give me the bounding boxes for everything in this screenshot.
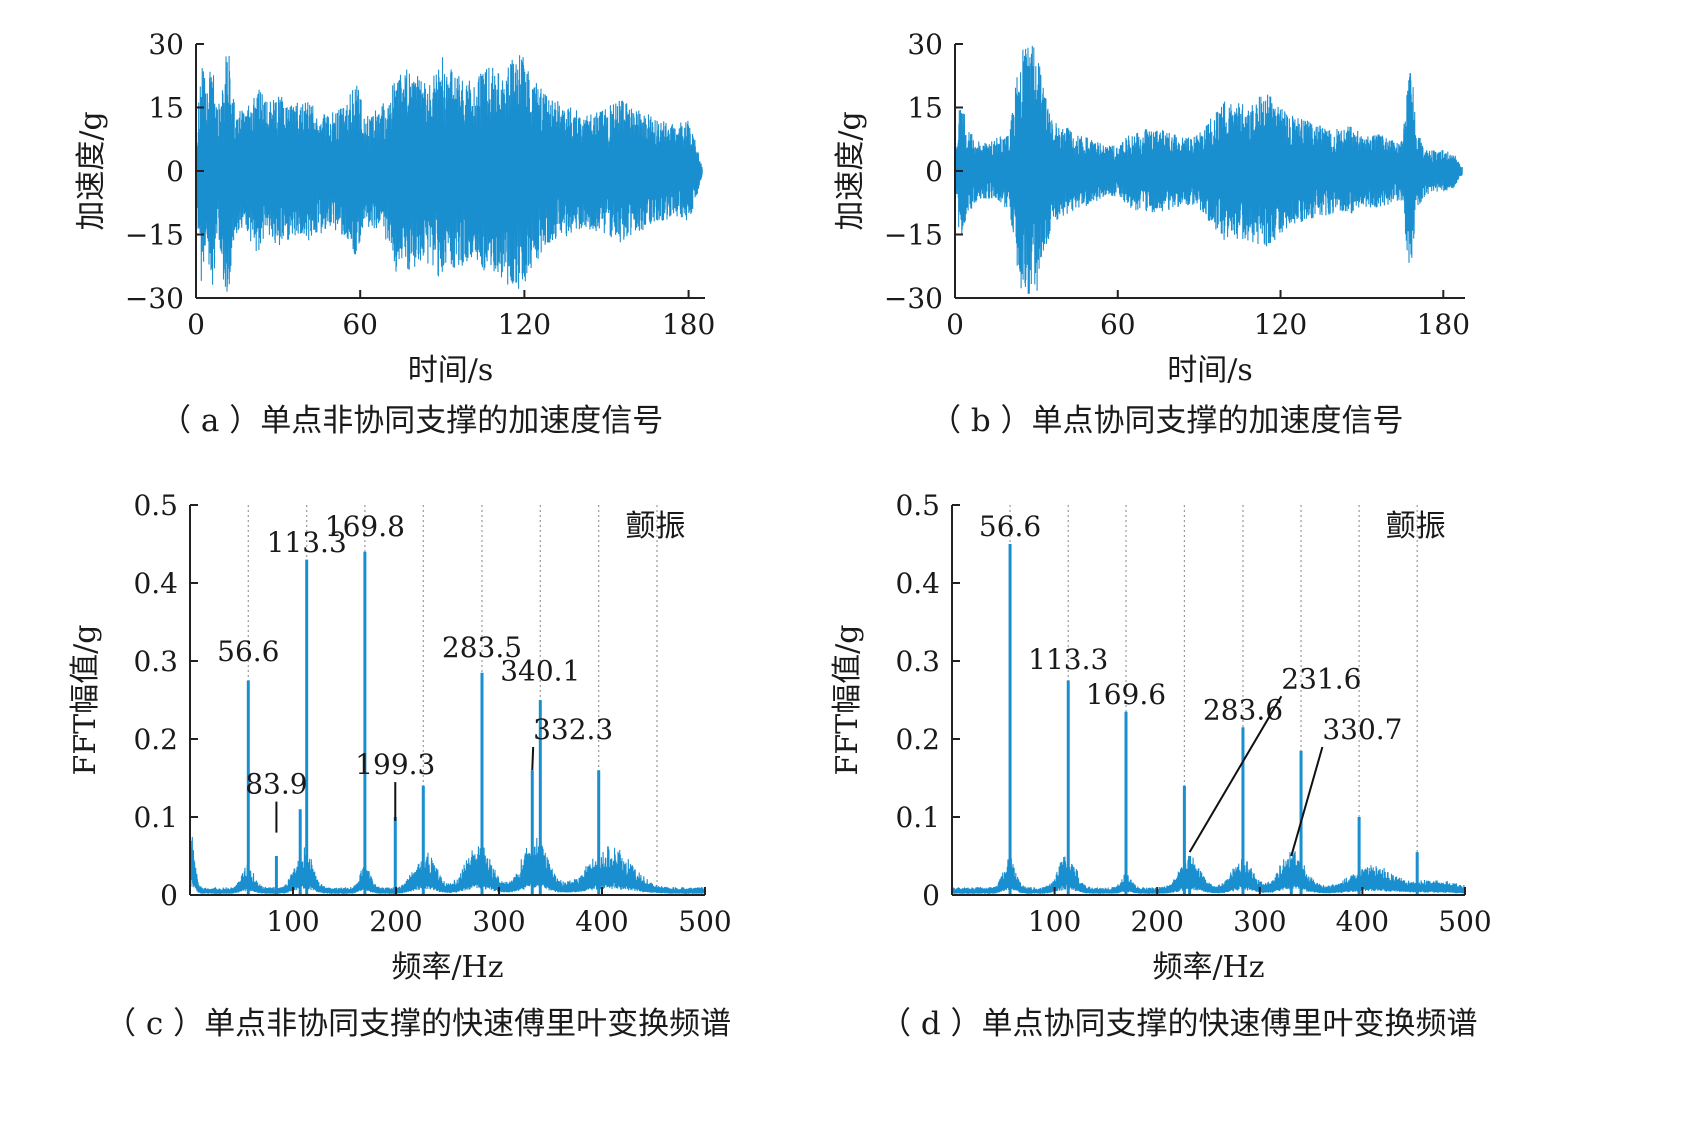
x-tick-label-d-1: 200 [1130,905,1183,938]
y-tick-label-d-0: 0.5 [895,489,940,522]
y-tick-label-a-3: −15 [125,219,184,252]
peak-annotation-c-7: 332.3 [533,713,613,746]
x-tick-label-b-3: 180 [1417,308,1470,341]
chart-panel-d: 100 200 300 400 500 0.5 0.4 0.3 0.2 0.1 0 频率/Hz FFT幅… [780,470,1620,1042]
spectrum-trace-d [951,851,1466,894]
chart-caption-d: （ d ）单点协同支撑的快速傅里叶变换频谱 [880,1006,1478,1042]
x-axis-label-b: 时间/s [1167,353,1253,388]
chart-svg-b: 0 60 120 180 30 15 0 −15 −30 时间/s 加速度/g [833,28,1470,388]
y-tick-label-b-4: −30 [884,282,943,315]
y-axis-label-b: 加速度/g [833,111,868,230]
y-tick-label-a-2: 0 [166,155,184,188]
y-tick-label-a-4: −30 [125,282,184,315]
x-tick-label-d-2: 300 [1233,905,1286,938]
chart-panel-a: 0 60 120 180 30 15 0 −15 −30 时间/s 加速度/g （ a ）单点非协同… [0,0,840,560]
y-tick-label-a-1: 15 [148,92,184,125]
x-tick-label-c-1: 200 [369,905,422,938]
x-axis-label-d: 频率/Hz [1152,950,1264,985]
chart-svg-a: 0 60 120 180 30 15 0 −15 −30 时间/s 加速度/g [74,28,715,388]
peak-annotation-d-1: 113.3 [1028,643,1108,676]
y-tick-label-c-5: 0 [160,879,178,912]
x-axis-label-a: 时间/s [408,353,494,388]
inner-label-c: 颤振 [626,509,686,544]
y-tick-label-b-3: −15 [884,219,943,252]
x-tick-label-c-3: 400 [575,905,628,938]
y-tick-label-c-2: 0.3 [133,645,178,678]
chart-caption-b: （ b ）单点协同支撑的加速度信号 [930,403,1404,439]
spectrum-trace-c [189,833,706,894]
y-axis-label-a: 加速度/g [74,111,109,230]
peak-annotation-d-5: 330.7 [1322,713,1402,746]
annotation-leader-d-5 [1290,746,1324,857]
y-tick-label-c-0: 0.5 [133,489,178,522]
chart-caption-c: （ c ）单点非协同支撑的快速傅里叶变换频谱 [105,1006,732,1042]
chart-panel-c: 100 200 300 400 500 0.5 0.4 0.3 0.2 0.1 0 频率/Hz FFT幅… [0,470,840,1042]
x-tick-label-c-0: 100 [266,905,319,938]
annotation-leader-d-4 [1188,695,1283,853]
peak-annotation-c-5: 283.5 [442,631,522,664]
peak-annotation-d-3: 283.6 [1203,694,1283,727]
peak-annotation-c-2: 169.8 [325,510,405,543]
y-tick-label-b-0: 30 [907,28,943,61]
x-tick-label-a-2: 120 [498,308,551,341]
annotation-leader-c-7 [531,746,535,771]
y-tick-label-d-4: 0.1 [895,801,940,834]
y-tick-label-d-1: 0.4 [895,567,940,600]
chart-caption-a: （ a ）单点非协同支撑的加速度信号 [160,403,664,439]
chart-svg-c: 100 200 300 400 500 0.5 0.4 0.3 0.2 0.1 0 频率/Hz FFT幅… [68,489,732,985]
x-tick-label-d-0: 100 [1028,905,1081,938]
y-tick-label-b-2: 0 [925,155,943,188]
peak-annotation-d-2: 169.6 [1086,678,1166,711]
y-tick-label-d-3: 0.2 [895,723,940,756]
x-tick-label-a-1: 60 [342,308,378,341]
x-tick-label-b-0: 0 [946,308,964,341]
peak-annotation-c-6: 340.1 [500,655,580,688]
y-tick-label-d-5: 0 [922,879,940,912]
peak-annotation-c-3: 83.9 [245,768,307,801]
signal-trace-a [195,55,703,292]
y-axis-label-c: FFT幅值/g [68,625,103,776]
y-tick-label-d-2: 0.3 [895,645,940,678]
x-tick-label-d-3: 400 [1336,905,1389,938]
chart-svg-d: 100 200 300 400 500 0.5 0.4 0.3 0.2 0.1 0 频率/Hz FFT幅… [830,489,1492,985]
peak-annotation-c-4: 199.3 [355,748,435,781]
x-tick-label-c-4: 500 [678,905,731,938]
y-tick-label-b-1: 15 [907,92,943,125]
x-tick-label-a-3: 180 [662,308,715,341]
signal-trace-b [954,45,1463,294]
x-axis-label-c: 频率/Hz [391,950,503,985]
y-axis-label-d: FFT幅值/g [830,625,865,776]
peak-annotation-c-0: 56.6 [217,635,279,668]
x-tick-label-b-2: 120 [1254,308,1307,341]
y-tick-label-c-3: 0.2 [133,723,178,756]
chart-panel-b: 0 60 120 180 30 15 0 −15 −30 时间/s 加速度/g （ b ）单点协同支… [780,0,1620,560]
y-tick-label-c-1: 0.4 [133,567,178,600]
y-tick-label-c-4: 0.1 [133,801,178,834]
inner-label-d: 颤振 [1386,509,1446,544]
y-tick-label-a-0: 30 [148,28,184,61]
peak-annotation-d-0: 56.6 [979,510,1041,543]
x-tick-label-a-0: 0 [187,308,205,341]
x-tick-label-b-1: 60 [1100,308,1136,341]
x-tick-label-d-4: 500 [1438,905,1491,938]
peak-annotation-d-4: 231.6 [1281,662,1361,695]
peak-annotation-c-1: 113.3 [267,526,347,559]
x-tick-label-c-2: 300 [472,905,525,938]
